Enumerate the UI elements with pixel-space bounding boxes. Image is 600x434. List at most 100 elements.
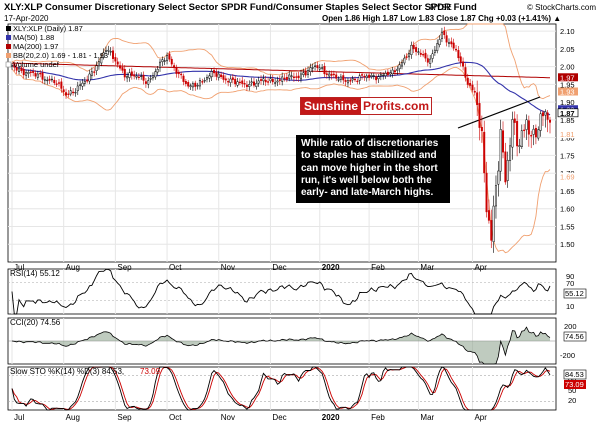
- logo-part-2: Profits.com: [363, 99, 430, 113]
- candle-body: [222, 75, 225, 80]
- candle-body: [295, 76, 298, 78]
- candle-body: [67, 93, 70, 95]
- y-tick-label: 1.90: [560, 98, 575, 107]
- candle-body: [509, 145, 512, 161]
- month-label: Nov: [221, 263, 235, 272]
- candle-body: [65, 92, 68, 96]
- candle-body: [389, 72, 392, 75]
- candle-body: [466, 77, 469, 85]
- candle-body: [462, 61, 465, 67]
- month-label-bottom: Sep: [117, 413, 132, 422]
- candle-body: [349, 79, 352, 82]
- month-label-bottom: Oct: [169, 413, 182, 422]
- annotation-callout: While ratio of discretionaries to staple…: [296, 135, 450, 204]
- candle-body: [93, 71, 96, 73]
- candle-body: [262, 78, 265, 82]
- month-label: Oct: [169, 263, 182, 272]
- legend-bb: BB(20,2.0) 1.69 - 1.81 - 1.93: [13, 51, 108, 60]
- candle-body: [365, 75, 368, 79]
- candle-body: [335, 74, 338, 79]
- candle-body: [297, 75, 300, 79]
- candle-body: [433, 49, 436, 53]
- candle-body: [396, 68, 399, 71]
- candle-body: [473, 91, 476, 93]
- candle-body: [243, 83, 246, 85]
- candle-body: [271, 78, 274, 83]
- candle-body: [140, 75, 143, 78]
- candle-body: [330, 73, 333, 76]
- candle-body: [217, 73, 220, 78]
- rsi-tick-90: 90: [566, 272, 574, 281]
- price-tag: 1.81: [560, 130, 575, 139]
- sto-label: Slow STO %K(14) %D(3) 84.53,: [10, 367, 124, 376]
- candle-body: [419, 52, 422, 55]
- legend-price: XLY:XLP (Daily) 1.87: [13, 24, 83, 33]
- cci-fill: [12, 327, 550, 364]
- candle-body: [386, 71, 389, 76]
- legend-swatch-bb: [6, 53, 11, 58]
- candle-body: [201, 81, 204, 83]
- candle-body: [445, 35, 448, 43]
- candle-body: [154, 71, 157, 78]
- candle-body: [304, 71, 307, 76]
- month-label-bottom: Apr: [474, 413, 487, 422]
- candle-body: [255, 83, 258, 87]
- candle-body: [196, 85, 199, 87]
- candle-body: [337, 79, 340, 81]
- candle-body: [27, 72, 30, 74]
- candle-body: [116, 61, 119, 65]
- candle-body: [309, 67, 312, 72]
- candle-body: [537, 129, 540, 139]
- candle-body: [539, 113, 542, 131]
- candle-body: [46, 79, 49, 82]
- candle-body: [502, 130, 505, 153]
- candle-body: [264, 79, 267, 83]
- candle-body: [62, 89, 65, 93]
- candle-body: [41, 72, 44, 80]
- candle-body: [530, 135, 533, 137]
- candle-body: [455, 48, 458, 51]
- candle-body: [81, 82, 84, 87]
- cci-tick-neg200: -200: [560, 351, 575, 360]
- candle-body: [497, 170, 500, 185]
- candle-body: [159, 61, 162, 69]
- candle-body: [267, 81, 270, 83]
- candle-body: [487, 210, 490, 221]
- y-tick-label: 2.05: [560, 45, 575, 54]
- candle-body: [170, 58, 173, 65]
- candle-body: [198, 80, 201, 87]
- candle-body: [133, 74, 136, 77]
- trend-line: [457, 96, 541, 129]
- candle-body: [471, 84, 474, 91]
- cci-line: [11, 326, 551, 365]
- y-tick-label: 1.55: [560, 222, 575, 231]
- candle-body: [274, 82, 277, 84]
- month-label-bottom: Nov: [221, 413, 235, 422]
- price-tag: 1.93: [560, 87, 575, 96]
- candle-body: [234, 78, 237, 85]
- chart-date: 17-Apr-2020: [4, 14, 49, 23]
- bb-upper-line: [11, 23, 551, 100]
- month-label: Feb: [371, 263, 385, 272]
- candle-body: [50, 78, 53, 81]
- sto-tick-50: 50: [568, 386, 576, 395]
- candle-body: [156, 68, 159, 73]
- candle-body: [184, 80, 187, 84]
- candle-body: [523, 129, 526, 132]
- month-label: Apr: [474, 263, 487, 272]
- candle-body: [20, 67, 23, 71]
- candle-body: [215, 71, 218, 77]
- rsi-label: RSI(14) 55.12: [10, 269, 60, 278]
- candle-body: [163, 60, 166, 62]
- candle-body: [447, 42, 450, 44]
- exchange-label: NYSE: [430, 3, 452, 12]
- y-tick-label: 1.75: [560, 151, 575, 160]
- candle-body: [356, 80, 359, 83]
- price-tag-box: [558, 130, 578, 139]
- candle-body: [191, 83, 194, 88]
- candle-body: [354, 78, 357, 81]
- candle-body: [311, 67, 314, 69]
- candle-body: [339, 76, 342, 80]
- y-tick-label: 1.50: [560, 240, 575, 249]
